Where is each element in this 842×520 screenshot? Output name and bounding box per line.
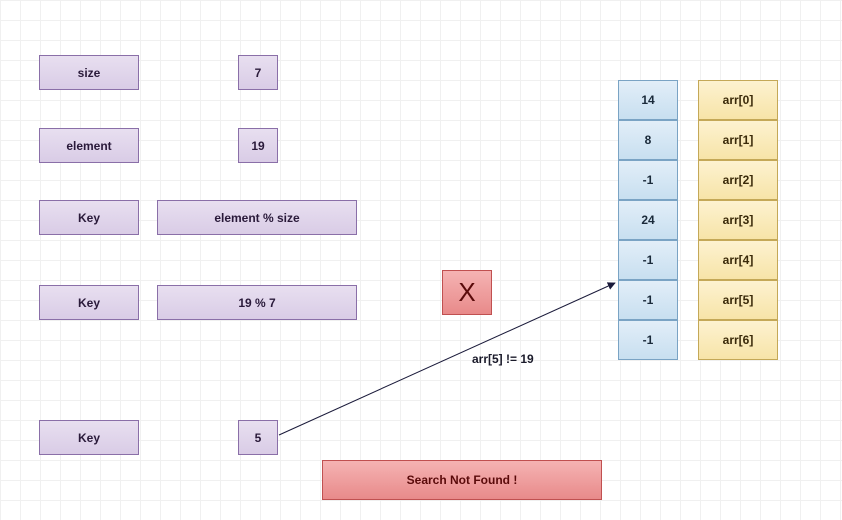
value-size: 7 [238, 55, 278, 90]
array-cell: -1 [618, 320, 678, 360]
value-key-numeric: 19 % 7 [157, 285, 357, 320]
value-key-formula: element % size [157, 200, 357, 235]
array-index: arr[2] [698, 160, 778, 200]
label-key-numeric: Key [39, 285, 139, 320]
array-index: arr[3] [698, 200, 778, 240]
label-key-formula: Key [39, 200, 139, 235]
array-cell: 24 [618, 200, 678, 240]
array-index: arr[0] [698, 80, 778, 120]
array-index: arr[6] [698, 320, 778, 360]
annotation-text: arr[5] != 19 [472, 352, 534, 366]
result-banner: Search Not Found ! [322, 460, 602, 500]
array-index: arr[4] [698, 240, 778, 280]
label-element: element [39, 128, 139, 163]
array-cell: 8 [618, 120, 678, 160]
array-cell: -1 [618, 280, 678, 320]
value-element: 19 [238, 128, 278, 163]
value-key-result: 5 [238, 420, 278, 455]
array-index: arr[5] [698, 280, 778, 320]
label-size: size [39, 55, 139, 90]
diagram-canvas: size 7 element 19 Key element % size Key… [0, 0, 842, 520]
mismatch-icon: X [442, 270, 492, 315]
array-index: arr[1] [698, 120, 778, 160]
array-cell: -1 [618, 240, 678, 280]
array-cell: -1 [618, 160, 678, 200]
array-cell: 14 [618, 80, 678, 120]
label-key-result: Key [39, 420, 139, 455]
